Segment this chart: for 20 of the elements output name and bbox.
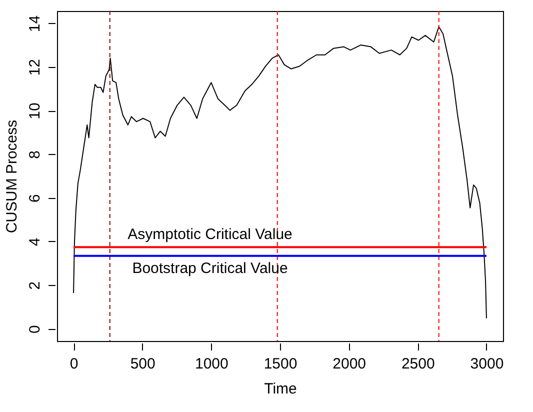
y-tick-label: 10 — [26, 102, 44, 120]
x-tick-label: 500 — [130, 356, 156, 372]
y-tick-label: 4 — [26, 238, 44, 246]
x-tick-label: 3000 — [470, 356, 504, 372]
ref-line-label: Bootstrap Critical Value — [132, 260, 288, 277]
x-tick-label: 2500 — [401, 356, 435, 372]
ref-line-label: Asymptotic Critical Value — [128, 226, 292, 244]
x-tick-label: 2000 — [332, 356, 366, 372]
line-series — [73, 26, 487, 319]
y-tick-label: 14 — [26, 15, 44, 32]
y-axis-title: CUSUM Process — [4, 120, 20, 234]
x-axis-title: Time — [264, 380, 297, 398]
y-tick-label: 6 — [26, 194, 44, 202]
x-tick-label: 1500 — [264, 356, 298, 372]
y-tick-label: 8 — [26, 150, 44, 159]
y-tick-label: 12 — [26, 59, 44, 76]
y-tick-label: 2 — [26, 281, 44, 290]
x-tick-label: 0 — [70, 356, 78, 372]
x-tick-label: 1000 — [194, 356, 228, 372]
y-tick-label: 0 — [26, 325, 44, 334]
